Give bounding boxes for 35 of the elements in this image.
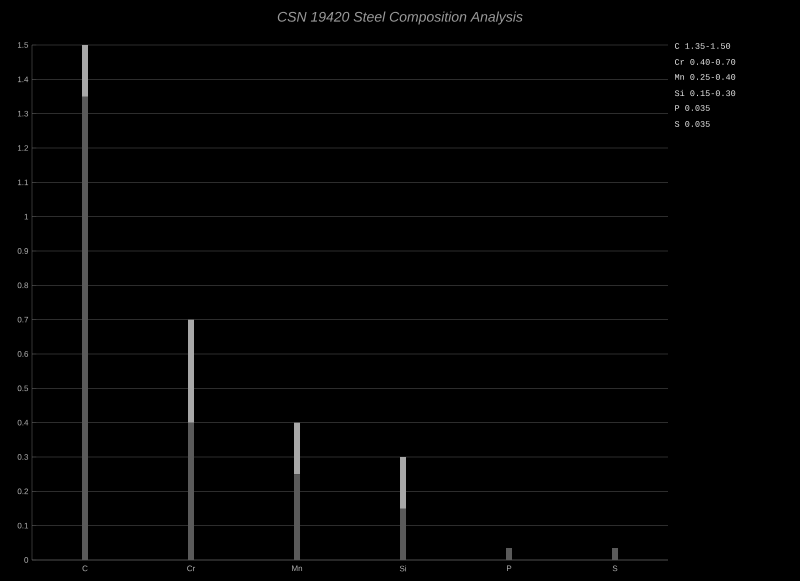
- text: P 0.035: [675, 105, 710, 111]
- text: Si 0.15-0.30: [674, 90, 736, 96]
- x-tick-label: P: [506, 566, 512, 572]
- bar: [294, 422, 300, 474]
- bar: [82, 44, 88, 96]
- y-tick-label: 0.2: [18, 488, 28, 494]
- y-tick-label: 1.5: [18, 42, 28, 48]
- chart-title: CSN 19420 Steel Composition Analysis: [278, 11, 523, 25]
- text: C 1.35-1.50: [675, 43, 730, 49]
- y-tick-label: 1.4: [18, 76, 28, 82]
- y-tick-label: 0.6: [18, 351, 28, 357]
- bar: [612, 548, 618, 560]
- y-tick-label: 0.1: [18, 522, 28, 528]
- y-tick-label: 0: [24, 557, 28, 563]
- y-tick-label: 1.3: [18, 110, 28, 116]
- x-tick-label: Cr: [187, 566, 196, 572]
- bar: [400, 457, 406, 508]
- y-tick-label: 0.7: [18, 316, 28, 322]
- y-tick-label: 0.4: [18, 420, 28, 426]
- x-tick-label: S: [612, 566, 618, 572]
- text: Mn 0.25-0.40: [675, 74, 736, 80]
- bar: [506, 548, 512, 560]
- x-tick-label: C: [82, 566, 88, 572]
- text: S 0.035: [674, 121, 710, 127]
- y-tick-label: 1.2: [18, 145, 28, 151]
- y-tick-label: 0.5: [18, 386, 28, 392]
- y-tick-label: 0.3: [18, 454, 28, 460]
- y-tick-label: 1: [24, 214, 28, 220]
- y-tick-label: 0.9: [18, 248, 28, 254]
- x-tick-label: Mn: [292, 566, 302, 572]
- bar: [188, 320, 194, 423]
- text: Cr 0.40-0.70: [675, 59, 736, 65]
- y-tick-label: 1.1: [18, 180, 28, 186]
- x-tick-label: Si: [400, 566, 406, 572]
- y-tick-label: 0.8: [18, 282, 28, 288]
